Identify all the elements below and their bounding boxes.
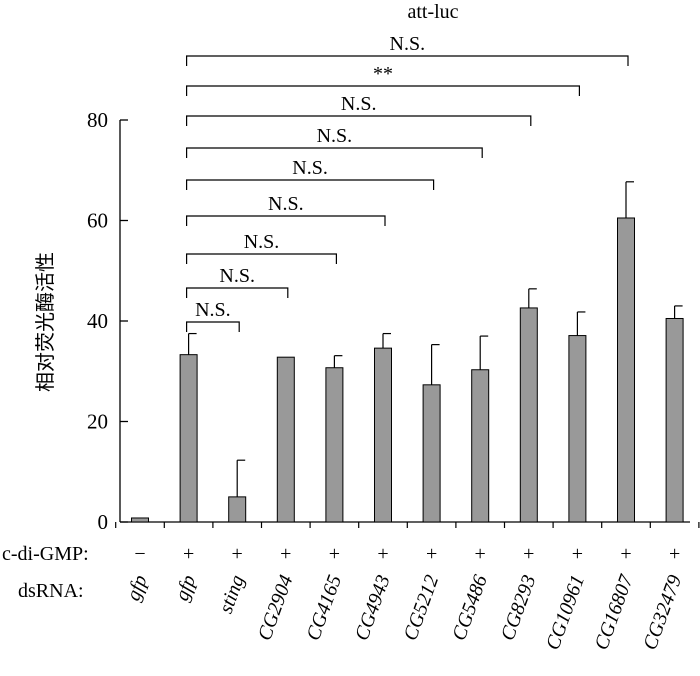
significance-label: N.S. [219, 265, 255, 287]
bar [519, 307, 538, 523]
bar [422, 384, 441, 523]
treatment-sign: + [232, 543, 243, 565]
y-tick-label: 20 [87, 410, 108, 434]
treatment-sign: + [475, 543, 486, 565]
bar [374, 347, 392, 523]
category-label: CG5212 [399, 572, 443, 643]
dsrna-row-label: dsRNA: [18, 580, 84, 602]
category-label: sting [215, 572, 249, 616]
bar [325, 367, 344, 523]
y-tick-label: 40 [87, 309, 108, 333]
y-axis-label: 相对荧光酶活性 [33, 252, 57, 392]
category-label: CG10961 [542, 572, 589, 653]
bar [665, 317, 684, 523]
treatment-sign: + [620, 543, 631, 565]
treatment-sign: + [426, 543, 437, 565]
significance-label: N.S. [244, 231, 280, 253]
treatment-sign: + [572, 543, 583, 565]
category-label: CG2904 [254, 572, 298, 643]
significance-label: N.S. [317, 125, 353, 147]
bar [228, 496, 247, 523]
category-label: CG16807 [590, 571, 638, 653]
treatment-sign: − [134, 543, 145, 565]
treatment-row-label: c-di-GMP: [2, 543, 89, 565]
significance-label: N.S. [390, 33, 426, 55]
category-label: CG5486 [448, 572, 492, 643]
significance-label: N.S. [195, 299, 231, 321]
bar [617, 217, 635, 523]
category-label: CG8293 [497, 572, 541, 643]
bar [276, 356, 295, 523]
y-tick-label: 80 [87, 108, 108, 132]
significance-label: ** [373, 63, 393, 85]
treatment-sign: + [523, 543, 534, 565]
treatment-sign: + [280, 543, 291, 565]
significance-bracket [186, 253, 337, 264]
bar [179, 354, 198, 523]
bar [568, 335, 587, 523]
significance-bracket [186, 215, 386, 226]
category-label: CG4165 [302, 572, 346, 643]
bar [131, 517, 149, 523]
bar [471, 369, 490, 523]
significance-bracket [186, 115, 532, 126]
treatment-sign: + [183, 543, 194, 565]
significance-label: N.S. [341, 93, 377, 115]
treatment-sign: + [329, 543, 340, 565]
significance-bracket [186, 287, 289, 298]
chart-title: att-luc [407, 1, 458, 23]
significance-bracket [186, 147, 483, 158]
significance-bracket [186, 55, 629, 66]
treatment-sign: + [377, 543, 388, 565]
significance-bracket [186, 321, 240, 332]
category-label: gfp [171, 572, 200, 604]
category-label: CG4943 [351, 572, 395, 643]
significance-bracket [186, 179, 435, 190]
significance-label: N.S. [292, 157, 328, 179]
y-tick-label: 60 [87, 209, 108, 233]
treatment-sign: + [669, 543, 680, 565]
category-label: gfp [122, 572, 151, 604]
category-label: CG32479 [639, 572, 686, 653]
significance-bracket [186, 85, 580, 96]
significance-label: N.S. [268, 193, 304, 215]
y-tick-label: 0 [98, 510, 109, 534]
